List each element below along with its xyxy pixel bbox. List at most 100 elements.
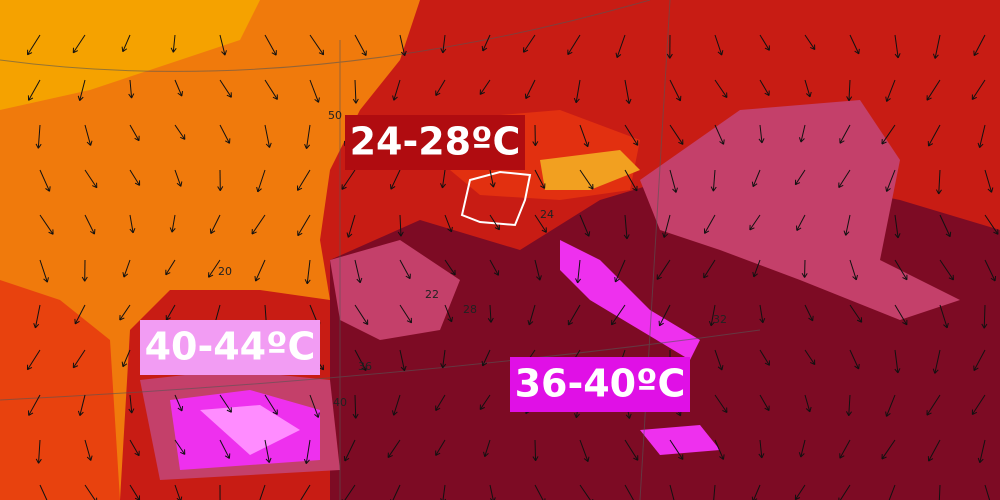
wind-arrow-head xyxy=(304,143,311,150)
wind-arrow-head xyxy=(483,451,489,458)
wind-arrow-head xyxy=(169,227,176,233)
wind-arrow xyxy=(444,304,453,322)
wind-arrow-head xyxy=(96,497,98,500)
wind-arrow xyxy=(219,79,232,98)
wind-arrow xyxy=(442,349,446,368)
wind-arrow xyxy=(938,169,941,194)
wind-arrow xyxy=(257,169,266,193)
wind-arrow-head xyxy=(45,186,51,192)
wind-arrow-head xyxy=(176,181,183,187)
wind-arrow xyxy=(34,304,41,329)
wind-arrow-head xyxy=(304,279,311,285)
wind-arrow-head xyxy=(751,181,758,188)
wind-arrow xyxy=(435,79,446,96)
light-magenta-region xyxy=(200,405,300,455)
wind-arrow-head xyxy=(297,230,303,237)
wind-arrow-head xyxy=(584,231,591,237)
wind-arrow-head xyxy=(180,134,186,140)
wind-arrow xyxy=(39,214,54,235)
wind-arrow-head xyxy=(27,49,33,56)
wind-arrow xyxy=(926,79,941,101)
contour-label: 20 xyxy=(218,265,232,278)
wind-arrow xyxy=(129,394,133,414)
wind-arrow xyxy=(669,484,675,500)
wind-arrow-head xyxy=(177,91,184,97)
wind-arrow xyxy=(27,34,41,56)
wind-arrow xyxy=(72,34,86,54)
graticule xyxy=(0,0,761,500)
wind-arrow xyxy=(442,34,446,54)
wind-arrow xyxy=(759,124,763,143)
wind-arrow xyxy=(984,214,999,235)
wind-arrow xyxy=(849,259,857,280)
wind-arrow xyxy=(444,259,456,276)
wind-arrow-head xyxy=(400,50,407,57)
wind-arrow xyxy=(354,349,367,371)
wind-arrow xyxy=(435,439,446,456)
wind-arrow xyxy=(219,439,230,459)
wind-arrow xyxy=(669,124,684,145)
contour-label: 36 xyxy=(358,360,372,373)
wind-arrow-head xyxy=(719,139,725,145)
wind-arrow xyxy=(712,169,716,192)
wind-arrow xyxy=(354,304,369,325)
wind-arrow-head xyxy=(808,315,814,322)
wind-arrow xyxy=(849,34,860,55)
wind-arrow xyxy=(84,439,92,461)
wind-arrow-head xyxy=(435,90,441,96)
wind-arrow xyxy=(129,214,134,233)
wind-arrow xyxy=(165,259,176,276)
wind-arrow xyxy=(624,484,635,500)
wind-arrow-head xyxy=(440,183,446,189)
wind-arrow xyxy=(392,484,401,500)
wind-arrow-head xyxy=(435,405,441,411)
label-box xyxy=(510,357,690,412)
wind-arrow xyxy=(534,439,537,461)
wind-arrow-head xyxy=(447,226,453,233)
wind-arrow-head xyxy=(839,138,845,144)
contour-label: 40 xyxy=(333,396,347,409)
contour-label: 32 xyxy=(713,313,727,326)
wind-arrow xyxy=(881,124,896,145)
wind-arrow-head xyxy=(225,138,231,144)
wind-arrow-head xyxy=(810,359,816,366)
wind-arrow xyxy=(926,394,941,416)
wind-arrow-head xyxy=(574,412,580,419)
wind-arrow-head xyxy=(794,179,801,186)
wind-arrow-head xyxy=(134,135,140,142)
wind-arrow-head xyxy=(481,45,488,52)
wind-arrow-head xyxy=(717,50,724,56)
contour-label: 50 xyxy=(328,109,342,122)
wind-arrow xyxy=(84,124,92,146)
wind-arrow xyxy=(399,214,402,237)
wind-arrow-head xyxy=(798,137,805,143)
label-box xyxy=(345,115,525,170)
wind-arrow-head xyxy=(852,274,858,281)
wind-arrow xyxy=(800,124,806,143)
wind-arrow xyxy=(894,349,899,373)
wind-arrow-head xyxy=(678,454,684,460)
wind-arrow-head xyxy=(391,410,398,416)
wind-arrow xyxy=(838,169,851,188)
wind-arrow xyxy=(928,439,941,462)
wind-arrow xyxy=(309,79,320,103)
wind-arrow xyxy=(344,484,356,500)
wind-arrow xyxy=(264,394,278,415)
wind-arrow xyxy=(849,349,860,370)
wind-arrow xyxy=(344,439,356,462)
wind-arrow xyxy=(704,214,716,234)
wind-arrow xyxy=(84,214,95,235)
wind-arrow-head xyxy=(722,92,728,98)
wind-arrow-head xyxy=(722,407,728,413)
wind-arrow-head xyxy=(625,413,632,419)
wind-arrow xyxy=(749,214,761,231)
wind-arrow xyxy=(894,214,899,238)
wind-arrow xyxy=(219,34,226,56)
wind-arrow xyxy=(174,169,182,187)
wind-arrow-head xyxy=(48,229,54,235)
wind-arrow-head xyxy=(764,45,770,51)
wind-arrow xyxy=(479,79,491,95)
wind-arrow xyxy=(255,259,266,282)
wind-arrow xyxy=(441,169,446,188)
